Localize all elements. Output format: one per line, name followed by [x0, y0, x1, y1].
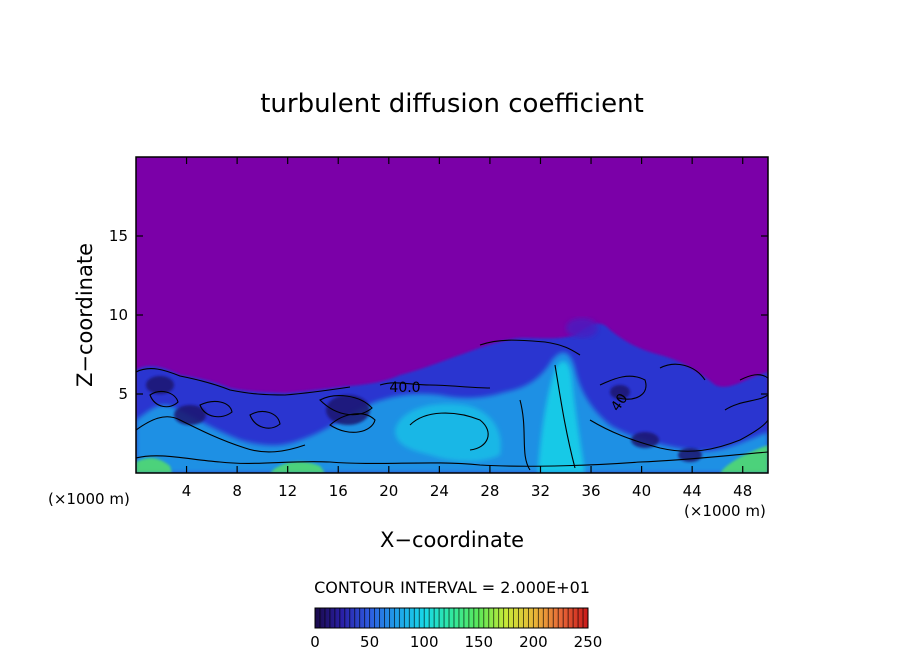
colorbar-tick-label: 50	[360, 633, 379, 651]
contour-labels: 40.0 40	[389, 380, 631, 415]
colorbar-tick-label: 250	[574, 633, 603, 651]
chart-title: turbulent diffusion coefficient	[260, 89, 644, 119]
x-tick-label: 20	[379, 482, 398, 500]
colorbar-tick-label: 0	[310, 633, 320, 651]
x-tick-label: 24	[430, 482, 449, 500]
colorbar: 0 50 100 150 200 250	[310, 607, 602, 651]
colorbar-gradient	[315, 608, 588, 628]
near-surface-green	[136, 445, 768, 473]
colorbar-ticks: 0 50 100 150 200 250	[310, 633, 602, 651]
contour-label: 40.0	[389, 380, 420, 396]
x-tick-label: 4	[182, 482, 192, 500]
y-tick-label: 5	[118, 385, 128, 403]
y-tick-label: 10	[109, 306, 128, 324]
contour-lines	[136, 339, 768, 471]
plume-bright-region	[538, 361, 585, 473]
x-ticks: 4 8 12 16 20 24 28 32 36 40 44 48	[182, 157, 752, 500]
y-axis-label: Z−coordinate	[73, 243, 97, 387]
x-tick-label: 40	[632, 482, 651, 500]
turbulence-field: 40.0 40	[136, 318, 768, 473]
colorbar-stripes	[319, 608, 584, 628]
colorbar-tick-label: 150	[464, 633, 493, 651]
x-tick-label: 12	[278, 482, 297, 500]
x-tick-label: 16	[329, 482, 348, 500]
contour-interval-text: CONTOUR INTERVAL = 2.000E+01	[314, 578, 590, 597]
x-tick-label: 8	[232, 482, 242, 500]
y-unit-label: (×1000 m)	[48, 490, 130, 508]
dark-pockets	[146, 376, 702, 462]
x-axis-label: X−coordinate	[380, 528, 524, 552]
colorbar-tick-label: 200	[519, 633, 548, 651]
x-unit-label: (×1000 m)	[684, 502, 766, 520]
x-tick-label: 28	[480, 482, 499, 500]
y-ticks: 5 10 15	[109, 227, 768, 403]
plume-top	[566, 318, 598, 338]
x-tick-label: 32	[531, 482, 550, 500]
colorbar-tick-label: 100	[410, 633, 439, 651]
x-tick-label: 44	[683, 482, 702, 500]
x-tick-label: 36	[581, 482, 600, 500]
x-tick-label: 48	[733, 482, 752, 500]
y-tick-label: 15	[109, 227, 128, 245]
colorbar-frame	[314, 607, 589, 629]
